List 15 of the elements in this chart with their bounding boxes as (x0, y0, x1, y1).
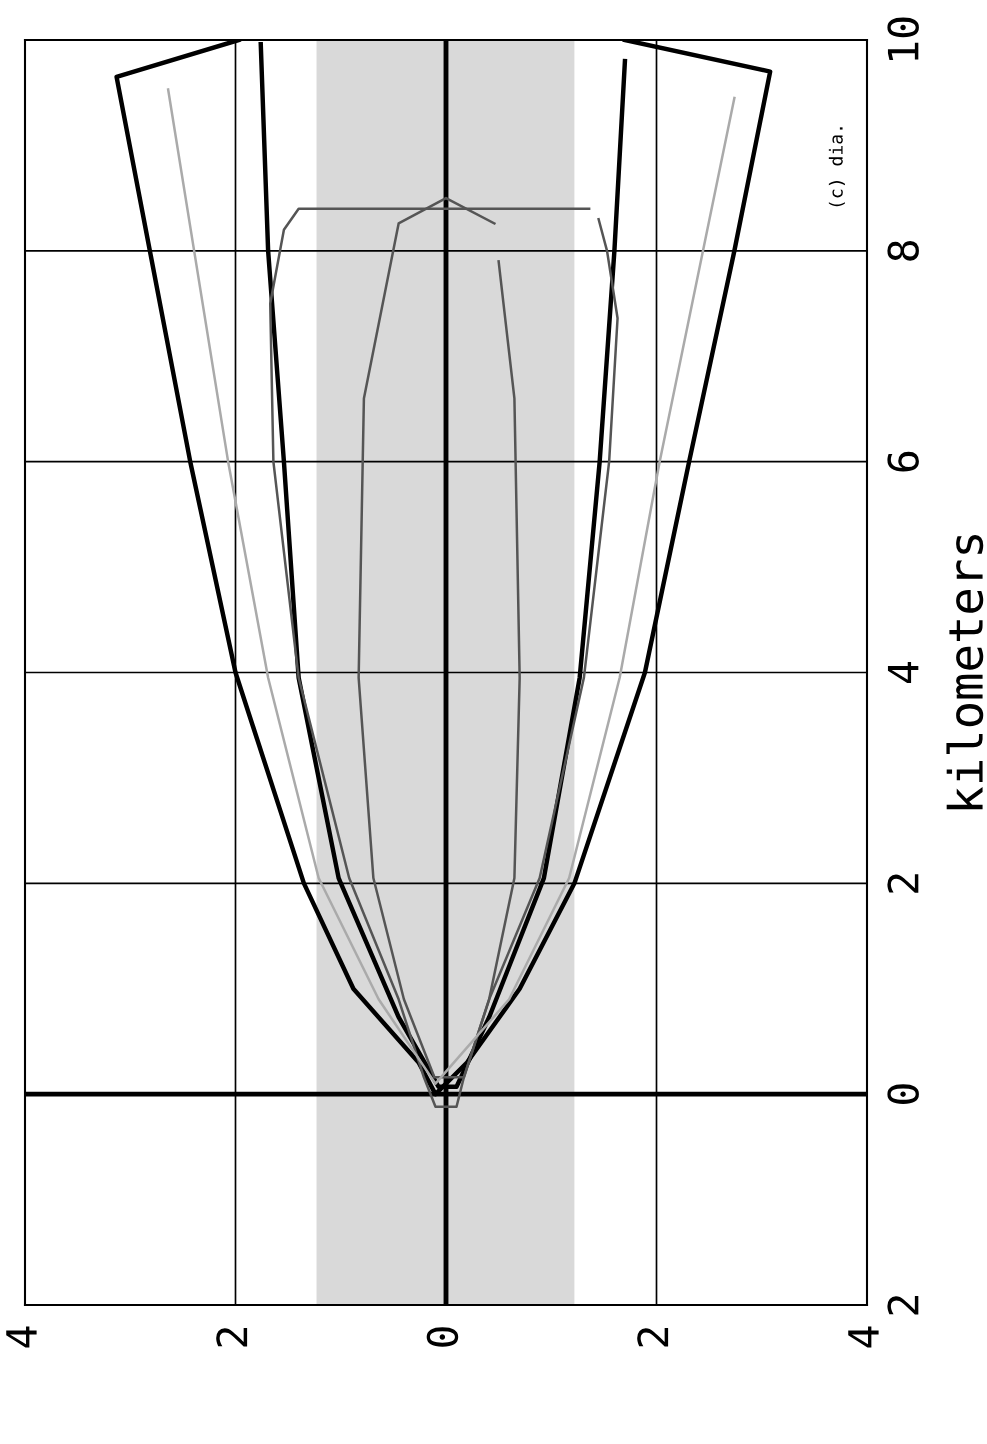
x-tick-label: 4 (6, 1326, 37, 1348)
x-tick-label: 2 (637, 1327, 669, 1347)
y-tick-label: 0 (887, 1084, 919, 1104)
y-tick-label: 2 (887, 1296, 919, 1315)
x-tick-label: 2 (216, 1327, 248, 1347)
y-tick-label: 2 (887, 874, 919, 893)
y-tick-label: 8 (887, 240, 919, 261)
x-tick-label: 4 (848, 1326, 879, 1348)
y-axis-title: kilometers (946, 535, 984, 810)
y-tick-label: 10 (887, 17, 919, 61)
annotation: (c) dia. (828, 127, 845, 207)
line-series (166, 88, 736, 1085)
x-tick-label: 0 (426, 1327, 459, 1347)
y-tick-label: 4 (887, 661, 919, 683)
y-tick-label: 6 (887, 451, 919, 472)
